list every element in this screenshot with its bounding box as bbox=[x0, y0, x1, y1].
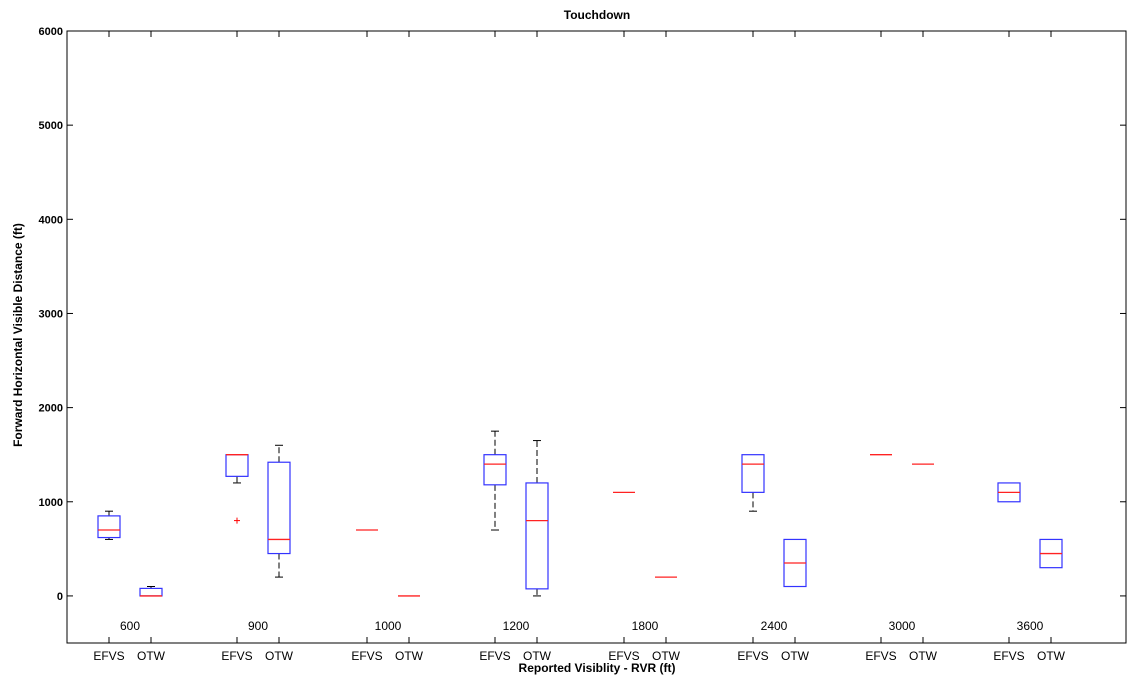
group-label: 3000 bbox=[889, 619, 916, 633]
box-600-efvs bbox=[97, 510, 121, 540]
x-tick-label: OTW bbox=[137, 649, 166, 663]
y-tick-label: 5000 bbox=[39, 120, 63, 132]
group-label: 1000 bbox=[375, 619, 402, 633]
axis-ticks bbox=[67, 30, 1126, 643]
box-2400-efvs bbox=[741, 454, 765, 512]
x-tick-label: EFVS bbox=[865, 649, 896, 663]
x-tick-label: OTW bbox=[265, 649, 294, 663]
box-900-otw bbox=[267, 444, 291, 578]
y-tick-label: 4000 bbox=[39, 214, 63, 226]
x-axis-label: Reported Visiblity - RVR (ft) bbox=[519, 661, 676, 675]
boxplot-marks bbox=[97, 430, 1063, 597]
box-3600-otw bbox=[1039, 538, 1063, 569]
plot-area-frame bbox=[66, 30, 1127, 644]
iqr-box bbox=[139, 587, 163, 597]
x-tick-label: OTW bbox=[395, 649, 424, 663]
group-label: 2400 bbox=[761, 619, 788, 633]
box-900-efvs bbox=[225, 454, 249, 524]
y-tick-label: 0 bbox=[57, 591, 63, 603]
box-1200-otw bbox=[525, 440, 549, 597]
group-label: 1200 bbox=[503, 619, 530, 633]
group-label: 900 bbox=[248, 619, 268, 633]
x-tick-label: EFVS bbox=[351, 649, 382, 663]
group-label: 600 bbox=[120, 619, 140, 633]
x-tick-label: EFVS bbox=[93, 649, 124, 663]
group-label: 1800 bbox=[632, 619, 659, 633]
chart-title: Touchdown bbox=[564, 8, 630, 22]
box-600-otw bbox=[139, 586, 163, 597]
x-tick-label: EFVS bbox=[479, 649, 510, 663]
x-tick-label: EFVS bbox=[608, 649, 639, 663]
y-axis-label: Forward Horizontal Visible Distance (ft) bbox=[11, 223, 25, 447]
y-tick-label: 3000 bbox=[39, 308, 63, 320]
y-tick-label: 1000 bbox=[39, 497, 63, 509]
box-3600-efvs bbox=[997, 482, 1021, 503]
group-label: 3600 bbox=[1017, 619, 1044, 633]
box-2400-otw bbox=[783, 538, 807, 588]
iqr-box bbox=[267, 461, 291, 555]
iqr-box bbox=[741, 454, 765, 493]
x-tick-label: OTW bbox=[523, 649, 552, 663]
y-tick-label: 6000 bbox=[39, 26, 63, 38]
iqr-box bbox=[225, 454, 249, 477]
x-tick-label: OTW bbox=[909, 649, 938, 663]
x-tick-label: OTW bbox=[781, 649, 810, 663]
box-1200-efvs bbox=[483, 430, 507, 531]
x-tick-label: EFVS bbox=[993, 649, 1024, 663]
x-tick-label: OTW bbox=[1037, 649, 1066, 663]
x-tick-label: OTW bbox=[652, 649, 681, 663]
y-tick-label: 2000 bbox=[39, 403, 63, 415]
iqr-box bbox=[97, 515, 121, 539]
x-tick-label: EFVS bbox=[221, 649, 252, 663]
x-tick-label: EFVS bbox=[737, 649, 768, 663]
iqr-box bbox=[483, 454, 507, 486]
iqr-box bbox=[525, 482, 549, 590]
axis-tick-labels: 0 1000 2000 3000 4000 5000 6000 600 EFVS OTW 900 EF… bbox=[39, 26, 1066, 663]
